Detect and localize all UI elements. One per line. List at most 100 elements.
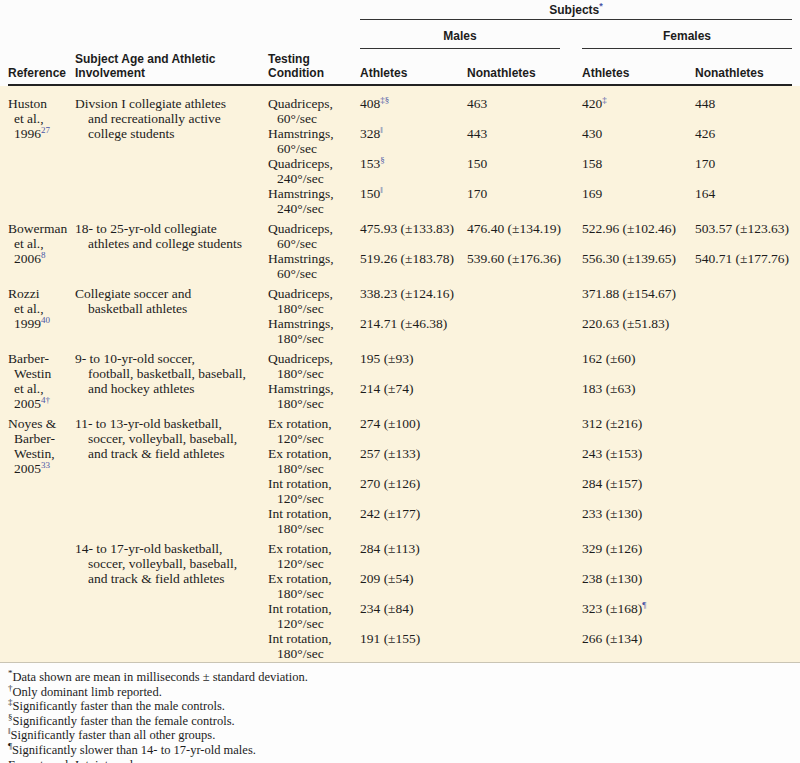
column-header-row: Reference Subject Age and Athletic Invol… (8, 50, 792, 86)
subject-line: and track & field athletes (75, 571, 268, 586)
reference-citation-superscript: 4† (41, 395, 50, 405)
condition-cell: Int rotation,180°/sec (268, 506, 360, 536)
value-cell (467, 286, 582, 316)
footnote-marker: † (8, 682, 13, 692)
reference-line: Noyes & (8, 416, 75, 431)
value-cell (695, 476, 792, 506)
value-significance-superscript: ‡ (602, 95, 607, 105)
subject-cell: 14- to 17-yr-old basketball,soccer, voll… (75, 541, 268, 661)
condition-cell: Ex rotation,120°/sec (268, 541, 360, 571)
reference-cell (8, 541, 75, 661)
subject-cell: Divsion I collegiate athletesand recreat… (75, 96, 268, 216)
column-header-females-athletes: Athletes (582, 66, 695, 80)
females-group-header: Females (582, 29, 792, 43)
value-cell (695, 601, 792, 631)
value-cell: 328‖ (360, 126, 467, 156)
value-cell: 170 (467, 186, 582, 216)
table-block: Rozziet al.,199940Collegiate soccer andb… (8, 286, 800, 346)
reference-line: 20054† (8, 396, 75, 411)
reference-cell: Bowermanet al.,20068 (8, 221, 75, 281)
subject-cell: 9- to 10-yr-old soccer,football, basketb… (75, 351, 268, 411)
subjects-header: Subjects* (360, 3, 792, 17)
condition-line: 60°/sec (268, 111, 360, 126)
value-cell: 162 (±60) (582, 351, 695, 381)
subject-cell: Collegiate soccer andbasketball athletes (75, 286, 268, 346)
column-header-males-athletes: Athletes (360, 66, 467, 80)
condition-line: Ex rotation, (268, 571, 360, 586)
condition-cell: Quadriceps,180°/sec (268, 286, 360, 316)
condition-line: Quadriceps, (268, 156, 360, 171)
reference-line: 199940 (8, 316, 75, 331)
value-cell: 266 (±134) (582, 631, 695, 661)
subject-line: 9- to 10-yr-old soccer, (75, 351, 268, 366)
condition-cell: Hamstrings,180°/sec (268, 316, 360, 346)
condition-line: 60°/sec (268, 141, 360, 156)
reference-citation-superscript: 8 (41, 250, 46, 260)
value-cell: 443 (467, 126, 582, 156)
value-cell: 233 (±130) (582, 506, 695, 536)
value-cell: 476.40 (±134.19) (467, 221, 582, 251)
value-cell: 270 (±126) (360, 476, 467, 506)
condition-line: Int rotation, (268, 476, 360, 491)
value-cell (467, 476, 582, 506)
column-header-subject: Subject Age and Athletic Involvement (75, 52, 268, 80)
footnote-marker: ¶ (8, 741, 12, 751)
condition-cell: Int rotation,120°/sec (268, 601, 360, 631)
condition-line: Quadriceps, (268, 96, 360, 111)
table-footnotes: *Data shown are mean in milliseconds ± s… (0, 663, 800, 763)
value-cell (467, 571, 582, 601)
subject-line: and recreationally active (75, 111, 268, 126)
condition-line: Ex rotation, (268, 446, 360, 461)
value-cell: 214 (±74) (360, 381, 467, 411)
value-cell: 539.60 (±176.36) (467, 251, 582, 281)
condition-line: 120°/sec (268, 556, 360, 571)
value-cell: 371.88 (±154.67) (582, 286, 695, 316)
males-underline (360, 48, 560, 49)
footnote-line: Ex, external; Int, internal. (8, 758, 792, 763)
value-cell: 238 (±130) (582, 571, 695, 601)
column-header-testing-line1: Testing (268, 52, 360, 66)
condition-line: 240°/sec (268, 171, 360, 186)
condition-line: 120°/sec (268, 616, 360, 631)
value-cell (695, 631, 792, 661)
reference-citation-superscript: 33 (41, 460, 50, 470)
value-cell: 556.30 (±139.65) (582, 251, 695, 281)
females-underline (582, 48, 792, 49)
column-header-subject-line2: Involvement (75, 66, 268, 80)
value-cell (467, 351, 582, 381)
subject-line: college students (75, 126, 268, 141)
value-cell: 522.96 (±102.46) (582, 221, 695, 251)
value-cell: 195 (±93) (360, 351, 467, 381)
males-group-header: Males (360, 29, 560, 43)
value-significance-superscript: ‖ (380, 185, 383, 195)
value-cell: 408‡§ (360, 96, 467, 126)
sex-group-header-row: Males Females (8, 20, 792, 50)
value-significance-superscript: § (380, 155, 385, 165)
subject-line: football, basketball, baseball, (75, 366, 268, 381)
subject-line: and hockey athletes (75, 381, 268, 396)
value-cell: 323 (±168)¶ (582, 601, 695, 631)
value-cell: 420‡ (582, 96, 695, 126)
value-significance-superscript: ‖ (380, 125, 383, 135)
footnote-marker: ‡ (8, 697, 13, 707)
condition-line: Hamstrings, (268, 381, 360, 396)
condition-line: Int rotation, (268, 601, 360, 616)
subject-line: 11- to 13-yr-old basketball, (75, 416, 268, 431)
reference-line: 20068 (8, 251, 75, 266)
value-cell (467, 506, 582, 536)
value-cell: 214.71 (±46.38) (360, 316, 467, 346)
condition-line: Hamstrings, (268, 316, 360, 331)
value-cell (695, 286, 792, 316)
condition-cell: Quadriceps,240°/sec (268, 156, 360, 186)
table-block: Hustonet al.,199627Divsion I collegiate … (8, 96, 800, 216)
table-header: Subjects* Males Females Reference Subjec… (0, 0, 800, 86)
condition-line: 120°/sec (268, 431, 360, 446)
reference-line: Westin (8, 366, 75, 381)
value-cell: 329 (±126) (582, 541, 695, 571)
value-cell (695, 416, 792, 446)
value-cell (467, 541, 582, 571)
condition-line: 180°/sec (268, 331, 360, 346)
footnote-line: §Significantly faster than the female co… (8, 714, 792, 729)
subject-line: 18- to 25-yr-old collegiate (75, 221, 268, 236)
value-cell (695, 506, 792, 536)
